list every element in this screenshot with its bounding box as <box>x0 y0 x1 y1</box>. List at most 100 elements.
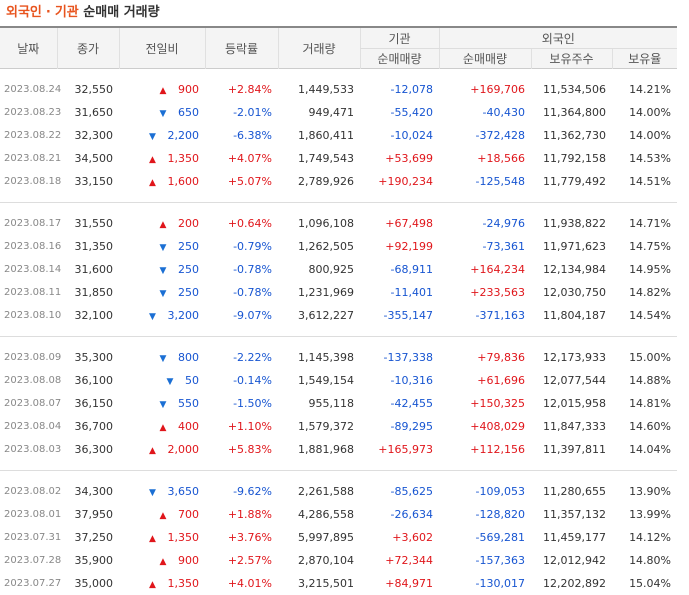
cell-volume: 1,449,533 <box>298 83 354 96</box>
cell-date: 2023.08.04 <box>4 421 62 432</box>
cell-change: ▼ 550 <box>119 392 205 415</box>
cell-change: ▲ 1,600 <box>119 170 205 193</box>
cell-close: 31,550 <box>74 217 114 230</box>
cell-foreign-ratio: 14.54% <box>629 309 672 322</box>
cell-institution-net: +190,234 <box>378 175 433 188</box>
cell-date: 2023.08.23 <box>4 107 62 118</box>
cell-rate: +5.07% <box>227 175 272 188</box>
cell-foreign-net: +61,696 <box>477 374 525 387</box>
cell-rate: +4.07% <box>227 152 272 165</box>
arrow-up-icon: ▲ <box>159 557 167 567</box>
cell-close: 36,300 <box>74 443 114 456</box>
header-foreign-shares: 보유주수 <box>530 48 612 69</box>
table-row: 2023.08.02 34,300 ▼ 3,650 -9.62% 2,261,588 -85… <box>0 480 677 503</box>
cell-change-value: 400 <box>178 420 199 433</box>
cell-foreign-ratio: 15.00% <box>629 351 672 364</box>
cell-volume: 1,096,108 <box>298 217 354 230</box>
cell-close: 32,300 <box>74 129 114 142</box>
cell-rate: +2.57% <box>227 554 272 567</box>
page-title: 외국인 · 기관 순매매 거래량 <box>0 0 689 26</box>
cell-foreign-ratio: 14.82% <box>629 286 672 299</box>
title-rest: 순매매 거래량 <box>83 5 160 20</box>
cell-rate: -1.50% <box>233 397 272 410</box>
group-divider <box>0 327 678 337</box>
cell-foreign-ratio: 14.04% <box>629 443 672 456</box>
arrow-down-icon: ▼ <box>159 266 167 276</box>
cell-volume: 1,262,505 <box>298 240 354 253</box>
table-row: 2023.08.22 32,300 ▼ 2,200 -6.38% 1,860,411 -10… <box>0 124 677 147</box>
cell-volume: 1,231,969 <box>298 286 354 299</box>
table-row: 2023.08.09 35,300 ▼ 800 -2.22% 1,145,398 -137,… <box>0 346 677 369</box>
cell-change: ▲ 700 <box>119 503 205 526</box>
arrow-down-icon: ▼ <box>149 488 156 498</box>
cell-institution-net: -355,147 <box>383 309 433 322</box>
cell-change-value: 2,000 <box>167 443 200 456</box>
header-foreign-group: 외국인 <box>438 27 678 49</box>
cell-change-value: 700 <box>178 508 199 521</box>
cell-foreign-ratio: 14.51% <box>629 175 672 188</box>
cell-foreign-ratio: 14.75% <box>629 240 672 253</box>
cell-foreign-shares: 11,459,177 <box>543 531 606 544</box>
cell-foreign-net: -109,053 <box>475 485 525 498</box>
cell-institution-net: -55,420 <box>390 106 433 119</box>
cell-volume: 955,118 <box>308 397 355 410</box>
arrow-up-icon: ▲ <box>159 423 167 433</box>
cell-institution-net: -68,911 <box>390 263 433 276</box>
cell-institution-net: +84,971 <box>385 577 433 590</box>
header-rate: 등락률 <box>204 27 278 69</box>
cell-institution-net: +92,199 <box>385 240 433 253</box>
arrow-up-icon: ▲ <box>159 220 167 230</box>
cell-foreign-ratio: 14.81% <box>629 397 672 410</box>
cell-foreign-net: -128,820 <box>475 508 525 521</box>
cell-date: 2023.08.18 <box>4 176 62 187</box>
cell-close: 31,650 <box>74 106 114 119</box>
cell-institution-net: -42,455 <box>390 397 433 410</box>
cell-foreign-shares: 11,364,800 <box>543 106 606 119</box>
cell-foreign-net: +150,325 <box>470 397 525 410</box>
cell-rate: -9.62% <box>233 485 272 498</box>
table-row: 2023.07.28 35,900 ▲ 900 +2.57% 2,870,104 +72,3… <box>0 549 677 572</box>
cell-foreign-ratio: 14.53% <box>629 152 672 165</box>
cell-rate: +1.10% <box>227 420 272 433</box>
table-row: 2023.08.21 34,500 ▲ 1,350 +4.07% 1,749,543 +53… <box>0 147 677 170</box>
cell-foreign-shares: 11,362,730 <box>543 129 606 142</box>
cell-date: 2023.07.27 <box>4 578 62 589</box>
cell-date: 2023.08.17 <box>4 218 62 229</box>
title-separator: · <box>45 5 51 20</box>
cell-close: 34,500 <box>74 152 114 165</box>
cell-change: ▼ 50 <box>119 369 205 392</box>
cell-close: 35,900 <box>74 554 114 567</box>
cell-foreign-ratio: 15.04% <box>629 577 672 590</box>
cell-institution-net: -137,338 <box>383 351 433 364</box>
cell-foreign-net: -371,163 <box>475 309 525 322</box>
cell-change-value: 200 <box>178 217 199 230</box>
cell-date: 2023.08.14 <box>4 264 62 275</box>
cell-date: 2023.08.16 <box>4 241 62 252</box>
cell-change-value: 2,200 <box>167 129 200 142</box>
cell-foreign-ratio: 14.95% <box>629 263 672 276</box>
cell-rate: -2.01% <box>233 106 272 119</box>
cell-change: ▼ 2,200 <box>119 124 205 147</box>
cell-change: ▲ 1,350 <box>119 526 205 549</box>
cell-institution-net: -10,024 <box>390 129 433 142</box>
cell-change: ▲ 2,000 <box>119 438 205 461</box>
cell-change: ▲ 900 <box>119 78 205 101</box>
table-row: 2023.08.08 36,100 ▼ 50 -0.14% 1,549,154 -10,31… <box>0 369 677 392</box>
cell-institution-net: -85,625 <box>390 485 433 498</box>
header-volume: 거래량 <box>277 27 360 69</box>
cell-date: 2023.08.10 <box>4 310 62 321</box>
cell-rate: -0.79% <box>233 240 272 253</box>
cell-close: 37,950 <box>74 508 114 521</box>
cell-volume: 1,749,543 <box>298 152 354 165</box>
cell-volume: 1,881,968 <box>298 443 354 456</box>
cell-foreign-net: -73,361 <box>482 240 525 253</box>
cell-rate: -0.14% <box>233 374 272 387</box>
cell-date: 2023.08.03 <box>4 444 62 455</box>
cell-date: 2023.07.28 <box>4 555 62 566</box>
cell-change-value: 3,650 <box>167 485 200 498</box>
title-institution: 기관 <box>54 5 79 20</box>
cell-close: 32,100 <box>74 309 114 322</box>
table-row: 2023.08.07 36,150 ▼ 550 -1.50% 955,118 -42,455… <box>0 392 677 415</box>
header-foreign-ratio: 보유율 <box>611 48 678 69</box>
row-spacer-cell <box>0 471 677 481</box>
